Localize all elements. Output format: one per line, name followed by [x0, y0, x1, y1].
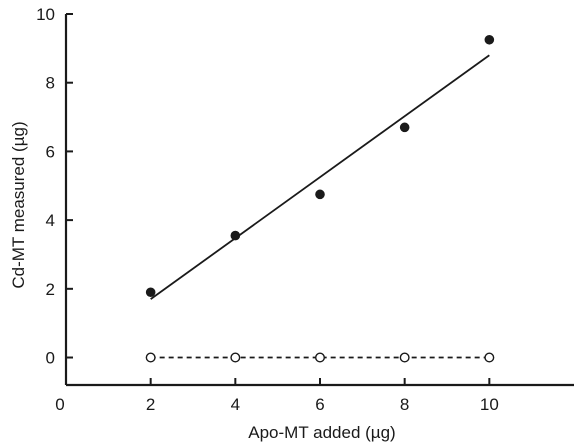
y-tick-label: 10 [36, 5, 55, 24]
y-tick-label: 4 [46, 211, 55, 230]
y-axis-title: Cd-MT measured (µg) [9, 121, 28, 288]
filled-circle-point [315, 189, 325, 200]
data-points [145, 34, 495, 363]
open-circle-point [315, 352, 326, 363]
fit-lines [150, 54, 490, 359]
y-tick-label: 2 [46, 280, 55, 299]
y-tick-label: 0 [46, 349, 55, 368]
filled-circle-point [145, 287, 156, 298]
y-tick-label: 8 [46, 74, 55, 93]
x-tick-label: 10 [480, 395, 499, 414]
open-circle-point [145, 352, 156, 363]
y-tick-label: 6 [46, 142, 55, 161]
axes [64, 14, 574, 387]
x-tick-label: 4 [231, 395, 240, 414]
x-tick-label: 8 [400, 395, 409, 414]
x-tick-label: 6 [315, 395, 324, 414]
filled-circle-point [484, 34, 495, 45]
fit-line-solid [150, 54, 490, 300]
x-axis-title: Apo-MT added (µg) [248, 423, 395, 442]
open-circle-point [230, 352, 241, 363]
open-circle-point [399, 352, 410, 363]
filled-circle-point [230, 230, 241, 241]
ticks: 0 2 4 6 8 10 0 2 4 6 8 10 [36, 5, 499, 414]
open-circle-point [484, 352, 495, 363]
x-tick-label: 2 [146, 395, 155, 414]
filled-circle-point [399, 122, 410, 133]
x-tick-label: 0 [55, 395, 64, 414]
